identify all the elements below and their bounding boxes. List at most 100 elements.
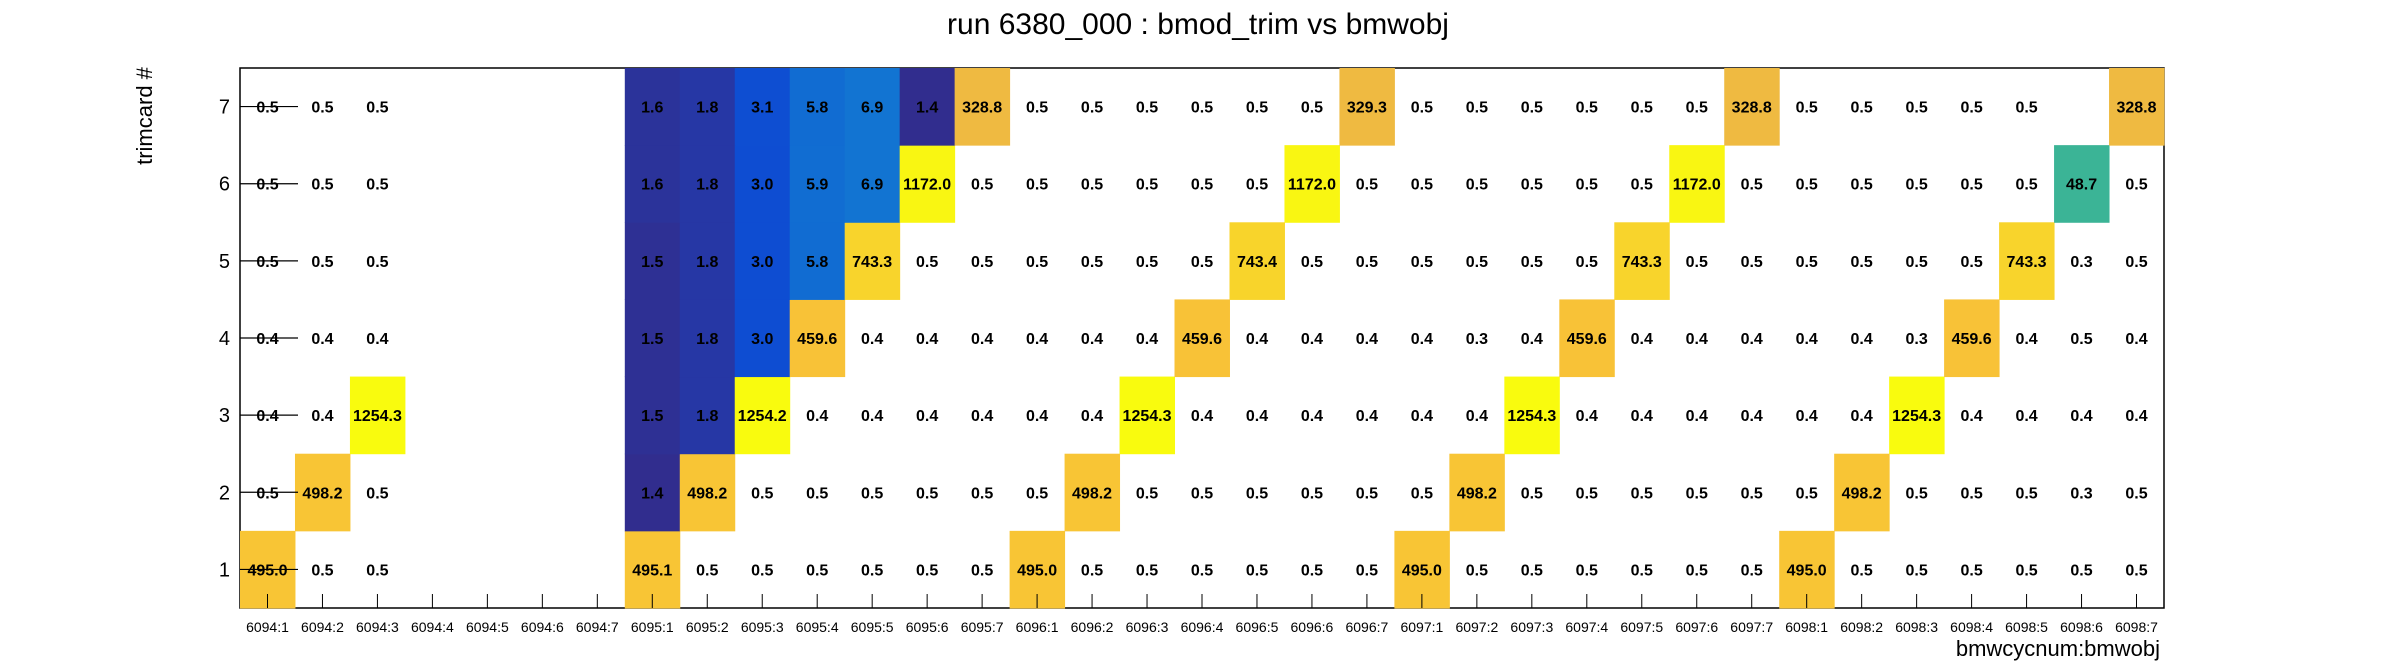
cell-value-label: 0.5 — [2015, 485, 2037, 502]
x-tick-label: 6094:6 — [521, 619, 564, 635]
cell-value-label: 495.0 — [1017, 562, 1057, 579]
cell-value-label: 0.5 — [916, 254, 938, 271]
cell-value-label: 0.4 — [1411, 331, 1433, 348]
cell-value-label: 1.5 — [641, 408, 663, 425]
cell-value-label: 0.3 — [1466, 331, 1488, 348]
cell-value-label: 0.5 — [1466, 562, 1488, 579]
cell-value-label: 0.5 — [1411, 254, 1433, 271]
x-tick-label: 6095:6 — [906, 619, 949, 635]
cell-value-label: 0.5 — [916, 485, 938, 502]
heatmap-cell — [1284, 145, 1340, 223]
cell-value-label: 0.5 — [1411, 485, 1433, 502]
cell-value-label: 0.5 — [1356, 562, 1378, 579]
cell-value-label: 1.5 — [641, 254, 663, 271]
cell-value-label: 0.4 — [916, 408, 938, 425]
cell-value-label: 0.5 — [1631, 177, 1653, 194]
cell-value-label: 0.5 — [366, 562, 388, 579]
heatmap-cell — [1449, 453, 1505, 532]
cell-value-label: 0.4 — [1686, 331, 1708, 348]
cell-value-label: 0.4 — [861, 408, 883, 425]
x-tick-label: 6096:5 — [1236, 619, 1279, 635]
cell-value-label: 0.4 — [1521, 331, 1543, 348]
cell-value-label: 0.5 — [1246, 100, 1268, 117]
y-tick-label: 2 — [219, 482, 230, 504]
cell-value-label: 495.0 — [1402, 562, 1442, 579]
cell-value-label: 0.5 — [1136, 254, 1158, 271]
cell-value-label: 0.5 — [751, 485, 773, 502]
heatmap-cell — [789, 299, 846, 378]
heatmap-cell — [1559, 299, 1615, 378]
cell-value-label: 6.9 — [861, 100, 883, 117]
cell-value-label: 0.5 — [256, 485, 278, 502]
cell-value-label: 1.8 — [696, 408, 718, 425]
cell-value-label: 0.5 — [366, 177, 388, 194]
cell-value-label: 0.5 — [2125, 177, 2147, 194]
cell-value-label: 0.5 — [1356, 177, 1378, 194]
cell-value-label: 0.5 — [1686, 562, 1708, 579]
cell-value-label: 0.5 — [1301, 562, 1323, 579]
cell-value-label: 743.3 — [1622, 254, 1662, 271]
cell-value-label: 0.4 — [916, 331, 938, 348]
x-tick-label: 6095:5 — [851, 619, 894, 635]
cell-value-label: 6.9 — [861, 177, 883, 194]
cell-value-label: 0.4 — [366, 331, 388, 348]
cell-value-label: 498.2 — [302, 485, 342, 502]
x-tick-label: 6098:2 — [1840, 619, 1883, 635]
cell-value-label: 0.5 — [2015, 562, 2037, 579]
cell-value-label: 0.4 — [1851, 331, 1873, 348]
cell-value-label: 0.4 — [1136, 331, 1158, 348]
cell-value-label: 0.5 — [1246, 562, 1268, 579]
cell-value-label: 0.4 — [2125, 408, 2147, 425]
cell-value-label: 0.5 — [366, 254, 388, 271]
cell-value-label: 3.1 — [751, 100, 773, 117]
heatmap-cell — [734, 299, 791, 378]
cell-value-label: 1.8 — [696, 254, 718, 271]
x-tick-label: 6097:5 — [1620, 619, 1663, 635]
cell-value-label: 0.5 — [1796, 177, 1818, 194]
cell-value-label: 1.6 — [641, 100, 663, 117]
cell-value-label: 0.4 — [1301, 331, 1323, 348]
cell-value-label: 0.4 — [1741, 331, 1763, 348]
heatmap-cell — [789, 145, 846, 223]
heatmap-cell — [294, 453, 351, 532]
cell-value-label: 0.4 — [1356, 408, 1378, 425]
cell-value-label: 0.5 — [1521, 485, 1543, 502]
cell-value-label: 3.0 — [751, 331, 773, 348]
cell-value-label: 0.5 — [1026, 254, 1048, 271]
cell-value-label: 0.4 — [1301, 408, 1323, 425]
x-tick-label: 6094:1 — [246, 619, 289, 635]
x-tick-label: 6097:7 — [1730, 619, 1773, 635]
cell-value-label: 1172.0 — [903, 177, 951, 194]
heatmap-cell — [899, 145, 956, 223]
cell-value-label: 0.4 — [1026, 408, 1048, 425]
cell-value-label: 0.5 — [2070, 562, 2092, 579]
cell-value-label: 48.7 — [2066, 177, 2097, 194]
cell-value-label: 0.4 — [861, 331, 883, 348]
cell-value-label: 0.5 — [1411, 100, 1433, 117]
cell-value-label: 498.2 — [1072, 485, 1112, 502]
cell-value-label: 0.5 — [1631, 100, 1653, 117]
cell-value-label: 0.5 — [1576, 254, 1598, 271]
heatmap-cell — [1064, 453, 1121, 532]
cell-value-label: 0.4 — [1246, 331, 1268, 348]
cell-value-label: 495.0 — [247, 562, 287, 579]
heatmap-cell — [734, 145, 791, 223]
y-tick-label: 4 — [219, 328, 230, 350]
cell-value-label: 0.5 — [1356, 254, 1378, 271]
cell-value-label: 0.4 — [1191, 408, 1213, 425]
cell-value-label: 0.4 — [2015, 408, 2037, 425]
cell-value-label: 0.4 — [1631, 408, 1653, 425]
cell-value-label: 0.5 — [1466, 100, 1488, 117]
heatmap-cell — [1339, 68, 1395, 146]
cell-value-label: 0.5 — [2070, 331, 2092, 348]
heatmap-cell — [1669, 145, 1725, 223]
cell-value-label: 0.4 — [1686, 408, 1708, 425]
y-tick-label: 6 — [219, 174, 230, 196]
x-tick-label: 6098:7 — [2115, 619, 2158, 635]
x-tick-label: 6095:4 — [796, 619, 839, 635]
cell-value-label: 328.8 — [962, 100, 1002, 117]
cell-value-label: 459.6 — [1952, 331, 1992, 348]
cell-value-label: 0.5 — [1960, 100, 1982, 117]
cell-value-label: 0.5 — [1026, 485, 1048, 502]
cell-value-label: 3.0 — [751, 177, 773, 194]
